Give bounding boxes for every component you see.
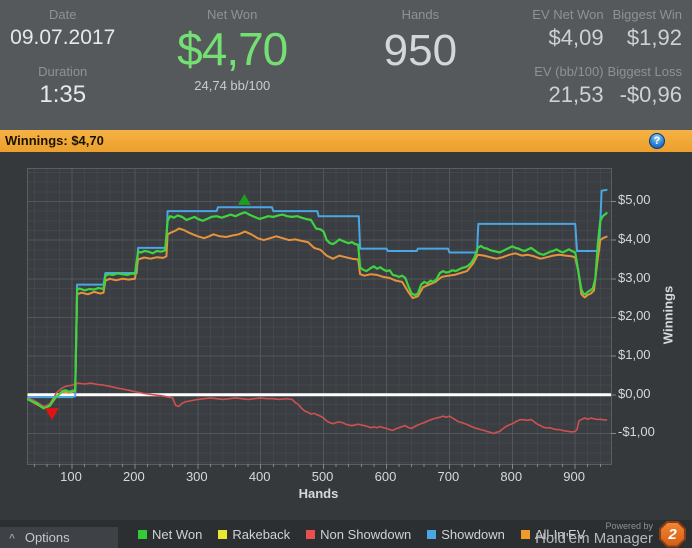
- date-value: 09.07.2017: [10, 26, 116, 49]
- bottom-bar: ^ Options Net Won Rakeback Non Showdown Sho…: [0, 520, 692, 548]
- stat-net-won: Net Won $4,70 24,74 bb/100: [125, 0, 339, 130]
- series-all-in-ev: [27, 227, 608, 410]
- winnings-title-bar: Winnings: $4,70 ?: [0, 130, 692, 152]
- chart-legend: Net Won Rakeback Non Showdown Showdown All-I…: [138, 520, 585, 548]
- winnings-title-text: Winnings: $4,70: [5, 133, 104, 148]
- stat-ev: EV Net Won $4,09 EV (bb/100) 21,53: [502, 0, 604, 130]
- chart-panel: 100 200 300 400 500 600 700 800 900 $5,00 $4,00 $3…: [0, 152, 692, 520]
- legend-label: Rakeback: [232, 526, 291, 542]
- plot-area[interactable]: [26, 168, 616, 469]
- x-tick-label: 200: [123, 469, 145, 484]
- legend-label: Non Showdown: [320, 526, 412, 542]
- x-tick-label: 500: [311, 469, 334, 484]
- y-axis-title: Winnings: [660, 285, 676, 345]
- legend-item-showdown: Showdown: [427, 527, 505, 542]
- y-tick-label: -$1,00: [618, 424, 655, 440]
- date-label: Date: [48, 7, 77, 22]
- y-tick-label: $3,00: [618, 269, 651, 285]
- duration-label: Duration: [38, 64, 88, 79]
- x-tick-label: 400: [248, 469, 271, 484]
- x-tick-label: 600: [374, 469, 397, 484]
- biggest-loss-value: -$0,96: [619, 82, 682, 107]
- y-tick-label: $4,00: [618, 231, 651, 247]
- chevron-up-icon: ^: [9, 533, 15, 544]
- legend-item-non-showdown: Non Showdown: [306, 527, 411, 542]
- powered-by-block: Powered by Hold'em Manager 2: [535, 520, 686, 548]
- x-tick-label: 300: [185, 469, 208, 484]
- legend-label: Net Won: [152, 526, 203, 542]
- x-tick-label: 800: [500, 469, 523, 484]
- options-button-label: Options: [24, 530, 70, 545]
- net-won-value: $4,70: [177, 23, 288, 75]
- stat-hands: Hands 950: [339, 0, 502, 130]
- biggest-win-value: $1,92: [626, 25, 682, 50]
- ev-bb100-value: 21,53: [548, 82, 604, 107]
- legend-item-net-won: Net Won: [138, 527, 202, 542]
- series-non-showdown: [27, 382, 608, 435]
- y-tick-label: $1,00: [618, 347, 651, 363]
- hands-label: Hands: [401, 7, 440, 22]
- net-won-label: Net Won: [207, 7, 258, 22]
- legend-label: Showdown: [441, 526, 505, 542]
- chart-svg: [26, 169, 616, 469]
- legend-swatch-icon: [306, 529, 316, 539]
- options-button[interactable]: ^ Options: [0, 527, 118, 548]
- legend-swatch-icon: [218, 529, 228, 539]
- legend-label: All-In EV: [534, 526, 586, 542]
- net-won-bb100: 24,74 bb/100: [194, 78, 271, 93]
- y-tick-label: $0,00: [618, 385, 651, 401]
- y-tick-label: $5,00: [618, 192, 651, 208]
- help-icon[interactable]: ?: [649, 133, 665, 149]
- biggest-loss-label: Biggest Loss: [607, 64, 682, 79]
- x-tick-label: 700: [437, 469, 460, 484]
- powered-by-label: Powered by: [605, 521, 653, 531]
- hm2-logo-number: 2: [661, 522, 684, 546]
- brand-name: Hold'em Manager: [535, 530, 653, 547]
- legend-swatch-icon: [520, 529, 530, 539]
- legend-item-rakeback: Rakeback: [218, 527, 290, 542]
- stats-header: Date 09.07.2017 Duration 1:35 Net Won $4…: [0, 0, 692, 130]
- ev-net-won-label: EV Net Won: [532, 7, 604, 22]
- biggest-win-marker: [237, 193, 251, 205]
- series-net-won: [26, 211, 608, 410]
- legend-swatch-icon: [138, 529, 147, 539]
- biggest-loss-marker: [44, 408, 59, 421]
- hm2-logo-icon: 2: [659, 520, 686, 548]
- x-tick-label: 100: [60, 469, 82, 484]
- hands-value: 950: [383, 26, 458, 75]
- y-tick-label: $2,00: [618, 308, 651, 324]
- duration-value: 1:35: [39, 81, 87, 108]
- biggest-win-label: Biggest Win: [612, 7, 682, 22]
- ev-bb100-label: EV (bb/100): [534, 64, 604, 79]
- legend-item-all-in-ev: All-In EV: [520, 526, 586, 542]
- series-showdown: [27, 188, 608, 399]
- legend-swatch-icon: [427, 529, 437, 539]
- powered-by-text: Powered by Hold'em Manager: [535, 521, 653, 547]
- ev-net-won-value: $4,09: [548, 25, 604, 50]
- stat-date-duration: Date 09.07.2017 Duration 1:35: [0, 0, 125, 130]
- stat-biggest: Biggest Win $1,92 Biggest Loss -$0,96: [604, 0, 682, 130]
- x-tick-label: 900: [563, 469, 585, 484]
- x-axis-title: Hands: [298, 486, 339, 501]
